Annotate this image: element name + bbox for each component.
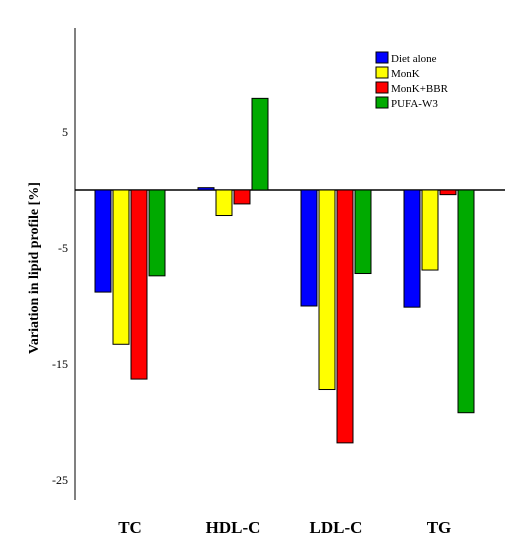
x-tick-label: TC [118,518,142,537]
y-ticks: 5 -5 -15 -25 [52,125,68,487]
legend-swatch [375,96,389,109]
bar-tg-pufa-w3 [457,189,475,414]
bar-hdl-c-monk [215,189,233,217]
bar-tc-monk-bbr [130,189,148,380]
x-tick-labels: TC HDL-C LDL-C TG [118,518,451,537]
legend-label: MonK+BBR [391,83,449,95]
legend-swatch [375,81,389,94]
y-axis-label: Variation in lipid profile [%] [27,182,42,354]
legend: Diet alone MonK MonK+BBR PUFA-W3 [375,51,449,110]
x-tick-label: HDL-C [206,518,261,537]
legend-label: PUFA-W3 [391,98,438,110]
bar-hdl-c-monk-bbr [233,189,251,205]
bar-hdl-c-pufa-w3 [251,97,269,191]
bar-tg-monk-bbr [439,189,457,196]
bar-tg-monk [421,189,439,271]
bar-hdl-c-diet-alone [197,187,215,191]
bar-ldl-c-monk [318,189,336,391]
bar-ldl-c-monk-bbr [336,189,354,444]
legend-label: MonK [391,68,420,80]
x-tick-label: TG [427,518,452,537]
legend-label: Diet alone [391,53,437,65]
bar-tg-diet-alone [403,189,421,308]
y-tick-label: -5 [58,241,68,255]
bar-ldl-c-pufa-w3 [354,189,372,275]
bar-tc-diet-alone [94,189,112,293]
legend-swatch [375,51,389,64]
legend-swatch [375,66,389,79]
bar-tc-monk [112,189,130,345]
y-tick-label: -15 [52,357,68,371]
bar-tc-pufa-w3 [148,189,166,277]
y-tick-label: -25 [52,473,68,487]
x-tick-label: LDL-C [310,518,363,537]
y-tick-label: 5 [62,125,68,139]
bars [94,97,475,444]
bar-ldl-c-diet-alone [300,189,318,307]
